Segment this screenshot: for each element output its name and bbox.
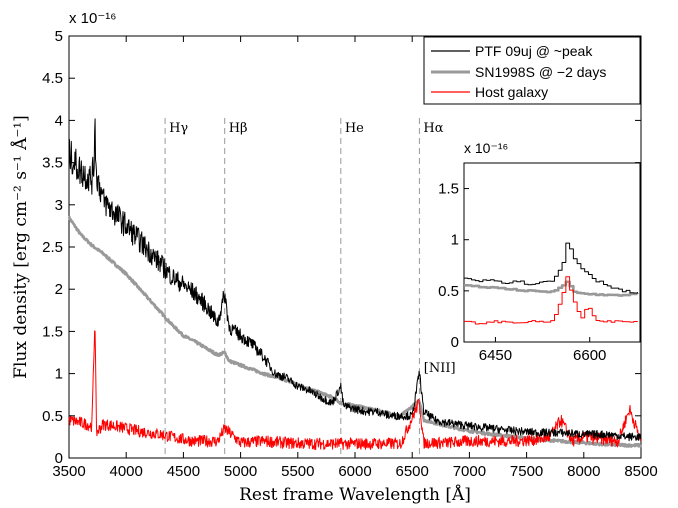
x-tick-label-8: 7500	[510, 463, 543, 480]
x-tick-label-9: 8000	[567, 463, 600, 480]
inset-x-tick-label-1: 6600	[573, 347, 606, 364]
inset-series-group	[464, 242, 639, 325]
y-tick-label-2: 1	[55, 366, 63, 383]
y-axis-label: Flux density [erg cm⁻² s⁻¹ Å⁻¹]	[10, 115, 31, 379]
y-tick-label-1: 0.5	[42, 408, 63, 425]
inset-series-series-sn1998s	[464, 242, 638, 294]
line-marker-label-4: [NII]	[424, 361, 456, 376]
inset-series-series-host-galaxy	[464, 280, 639, 297]
x-tick-label-1: 4000	[110, 463, 143, 480]
x-tick-label-10: 8500	[624, 463, 657, 480]
y-tick-label-0: 0	[55, 450, 63, 467]
legend-label-host: Host galaxy	[475, 84, 548, 100]
y-tick-label-10: 5	[55, 28, 63, 45]
y-tick-label-3: 1.5	[42, 323, 63, 340]
inset-y-exponent: x 10⁻¹⁶	[464, 140, 508, 156]
y-tick-label-9: 4.5	[42, 70, 63, 87]
x-tick-label-4: 5500	[281, 463, 314, 480]
inset-y-tick-label-1: 0.5	[438, 283, 459, 300]
x-tick-label-2: 4500	[167, 463, 200, 480]
x-tick-label-0: 3500	[52, 463, 85, 480]
main-axis-ticks: 3500 4000 4500 5000 5500 6000 6500 7000 7500 8000…	[42, 28, 658, 480]
inset-axis-ticks: 6450 6600 0 0.5 1 1.5	[438, 181, 606, 364]
inset-y-tick-label-3: 1.5	[438, 181, 459, 198]
x-tick-label-3: 5000	[224, 463, 257, 480]
x-tick-label-5: 6000	[338, 463, 371, 480]
legend: PTF 09uj @ ~peak SN1998S @ −2 days Host …	[423, 36, 641, 105]
inset-plot-area	[463, 162, 641, 343]
main-y-exponent: x 10⁻¹⁶	[69, 10, 116, 27]
line-marker-label-3: Hα	[423, 121, 443, 136]
y-tick-label-7: 3.5	[42, 155, 63, 172]
y-tick-label-5: 2.5	[42, 239, 63, 256]
x-axis-label: Rest frame Wavelength [Å]	[239, 484, 471, 505]
inset-y-tick-label-2: 1	[451, 232, 459, 249]
emission-line-markers: Hγ Hβ He Hα [NII]	[164, 118, 456, 458]
inset-y-tick-label-0: 0	[451, 334, 459, 351]
x-tick-label-7: 7000	[453, 463, 486, 480]
y-tick-label-6: 3	[55, 197, 63, 214]
main-series-series-sn1998s	[68, 118, 642, 442]
x-tick-label-6: 6500	[396, 463, 429, 480]
main-series-group	[67, 118, 643, 451]
legend-label-ptf: PTF 09uj @ ~peak	[475, 43, 593, 59]
main-series-series-host-galaxy	[67, 215, 643, 448]
line-marker-label-2: He	[345, 121, 364, 136]
inset-series-series-ptf09uj	[464, 276, 638, 325]
y-tick-label-4: 2	[55, 281, 63, 298]
legend-label-sn: SN1998S @ −2 days	[475, 64, 606, 80]
inset-x-tick-label-0: 6450	[479, 347, 512, 364]
line-marker-label-1: Hβ	[229, 121, 248, 136]
y-tick-label-8: 4	[55, 112, 63, 129]
line-marker-label-0: Hγ	[169, 121, 188, 136]
